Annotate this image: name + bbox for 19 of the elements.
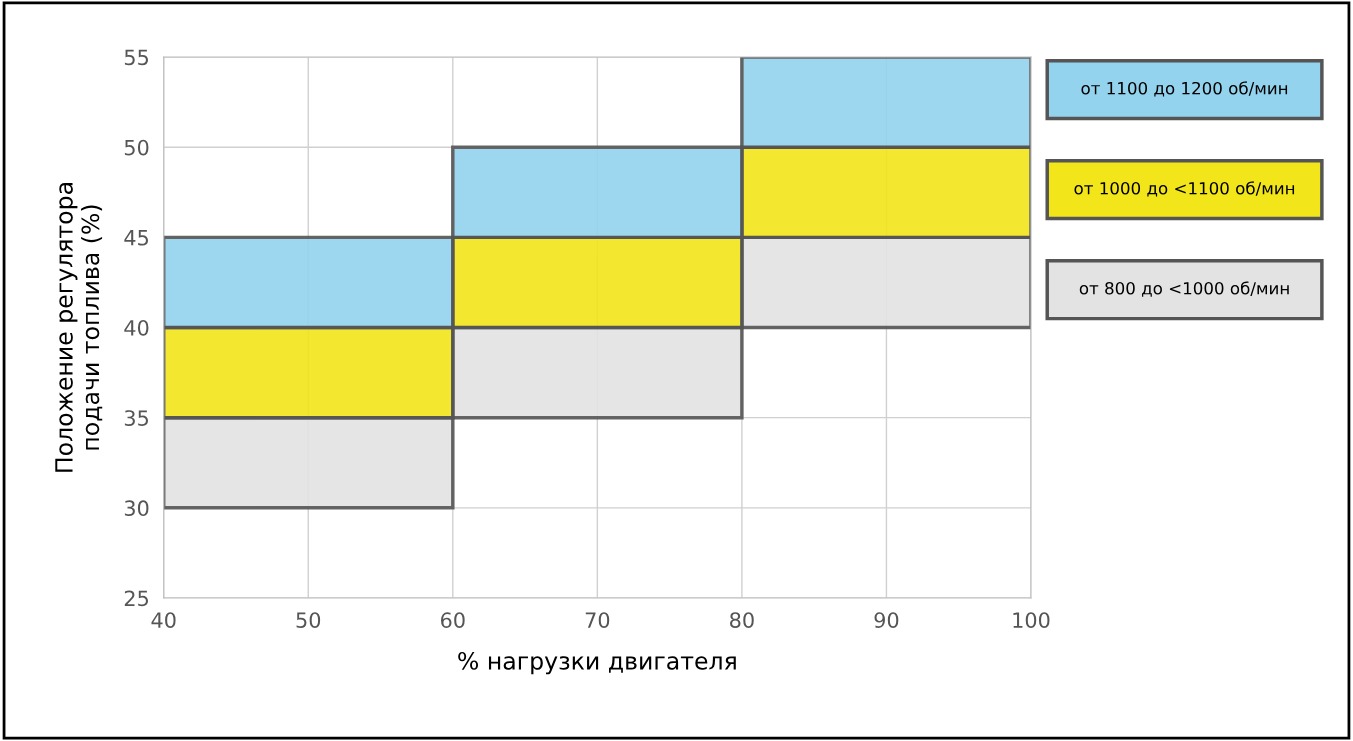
y-axis-title: Положение регулятора подачи топлива (%) [55,183,103,472]
y-tick-label: 55 [124,49,148,66]
x-tick-label: 70 [585,612,610,628]
x-tick-label: 60 [441,612,465,628]
y-tick-label: 45 [124,230,148,246]
x-axis-title: % нагрузки двигателя [458,651,736,675]
y-tick-label: 35 [124,410,148,426]
x-tick-label: 100 [1013,612,1050,628]
x-tick-label: 90 [874,612,899,628]
x-tick-label: 40 [151,612,176,628]
y-tick-label: 40 [124,319,149,336]
y-tick-label: 50 [124,139,149,156]
text: от 1100 до 1200 об/мин [1081,81,1288,97]
text: от 1000 до <1100 об/мин [1074,181,1295,197]
y-tick-label: 30 [124,500,149,517]
text: от 800 до <1000 об/мин [1079,281,1289,297]
y-tick-label: 25 [124,590,148,607]
x-tick-label: 50 [296,612,321,628]
x-tick-label: 80 [730,612,754,628]
